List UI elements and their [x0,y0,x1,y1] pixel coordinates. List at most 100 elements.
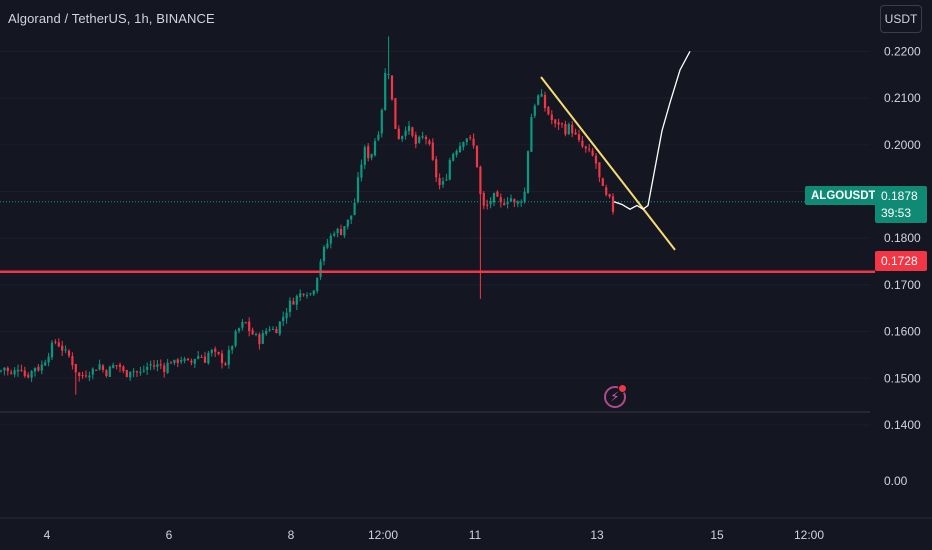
time-tick-label: 8 [288,528,295,542]
candle-body [503,203,506,205]
price-tick-label: 0.1800 [884,231,921,245]
candle-body [57,342,60,347]
candle-body [139,371,142,373]
candle-body [271,328,275,330]
last-price-label: 0.1878 39:53 [875,186,927,223]
candle-body [516,201,519,204]
candle-body [567,124,570,135]
time-axis[interactable]: 4 6 8 12:00 11 13 15 12:00 [44,528,825,542]
candle-body [275,329,278,334]
candle-body [142,370,145,372]
candle-body [108,366,111,377]
candle-body [373,141,377,156]
candle-body [234,331,237,346]
candle-body [244,322,247,324]
candle-body [591,150,594,156]
candle-body [492,193,496,203]
candle-body [601,178,604,186]
candle-body [40,364,43,371]
candle-body [237,328,241,332]
candle-body [47,356,50,363]
candle-body [339,229,343,235]
candle-body [285,312,288,319]
candle-body [441,181,445,185]
candle-body [336,228,339,234]
price-tick-label: 0.1600 [884,325,921,339]
candle-body [509,198,513,202]
candle-body [44,362,47,366]
candle-body [149,364,152,366]
candle-body [251,330,254,335]
candle-body [312,290,315,295]
candle-body [571,124,574,134]
candle-body [390,75,394,100]
candle-body [258,334,261,345]
candle-body [370,154,373,158]
time-tick-label: 12:00 [368,528,398,542]
candle-body [278,321,281,335]
candle-body [71,356,74,366]
candle-body [394,98,397,129]
candle-body [101,365,105,370]
candle-body [380,109,383,134]
candle-body [132,371,135,373]
candle-body [540,93,543,97]
candle-body [411,127,414,136]
candle-body [292,301,295,305]
candle-body [401,135,404,140]
trendline[interactable] [540,76,676,251]
candles [0,36,615,395]
candle-body [598,162,601,178]
candle-body [584,146,587,149]
projection-path[interactable] [613,50,691,210]
candle-body [486,204,489,206]
candle-body [248,321,251,332]
candle-body [428,140,431,144]
candle-body [554,119,557,124]
price-tick-label: 0.1700 [884,278,921,292]
candle-body [299,293,302,298]
candle-body [6,367,9,372]
price-tick-label: 0.1500 [884,371,921,385]
candle-body [533,105,536,116]
candle-body [407,126,411,132]
candle-body [135,371,139,373]
lightning-bolt-icon[interactable]: ⚡ [604,386,626,408]
candle-body [356,177,360,203]
price-grid [0,50,870,426]
time-tick-label: 15 [710,528,724,542]
candle-body [105,370,108,376]
candle-body [288,300,292,313]
candle-body [190,360,193,363]
candle-body [210,349,213,353]
candle-body [543,94,547,109]
candle-body [88,375,91,378]
candle-body [557,122,560,125]
candle-body [608,194,611,197]
candle-body [23,370,26,377]
candle-body [268,329,271,331]
candle-body [30,370,33,378]
candle-body [27,374,30,378]
price-axis[interactable]: 0.22000.21000.20000.19000.18000.17000.16… [884,44,921,432]
candle-body [418,136,421,143]
time-tick-label: 4 [44,528,51,542]
candle-body [316,277,319,292]
candle-body [513,199,516,203]
price-tick-label: 0.2200 [884,44,921,58]
candle-body [193,358,196,364]
volume-axis: 0.00 [884,474,908,488]
candle-body [186,358,190,361]
candle-body [261,333,264,344]
candle-body [479,166,482,195]
currency-button[interactable]: USDT [880,5,922,33]
candle-body [506,201,509,204]
time-tick-label: 13 [590,528,604,542]
candle-body [547,106,550,115]
candle-body [605,187,608,195]
price-tick-label: 0.2000 [884,138,921,152]
chart-title: Algorand / TetherUS, 1h, BINANCE [8,11,215,26]
candle-body [84,375,88,377]
candle-body [176,359,179,364]
